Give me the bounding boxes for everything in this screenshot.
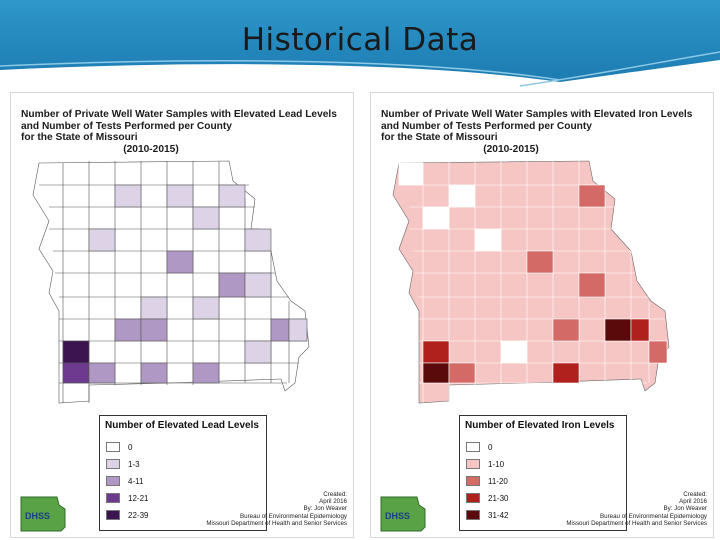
lead-legend-swatch bbox=[106, 459, 120, 469]
iron-legend-title: Number of Elevated Iron Levels bbox=[465, 420, 615, 431]
banner-wave-decoration bbox=[0, 51, 720, 92]
lead-map-title: Number of Private Well Water Samples wit… bbox=[21, 109, 337, 155]
iron-map-panel: Number of Private Well Water Samples wit… bbox=[370, 92, 714, 538]
lead-map-credit: Created: April 2016 By: Jon Weaver Burea… bbox=[206, 491, 347, 527]
lead-legend-title: Number of Elevated Lead Levels bbox=[105, 420, 259, 431]
dhss-logo bbox=[380, 496, 426, 532]
lead-legend-swatch bbox=[106, 493, 120, 503]
lead-legend-swatch bbox=[106, 476, 120, 486]
iron-missouri-map bbox=[392, 160, 670, 404]
lead-legend: Number of Elevated Lead Levels 0 1-3 4-1… bbox=[99, 415, 267, 531]
slide-title: Historical Data bbox=[241, 22, 479, 58]
lead-legend-swatch bbox=[106, 442, 120, 452]
dhss-logo-text: DHSS bbox=[385, 511, 411, 521]
iron-legend: Number of Elevated Iron Levels 0 1-10 11… bbox=[459, 415, 627, 531]
iron-legend-swatch bbox=[466, 510, 480, 520]
iron-legend-swatch bbox=[466, 476, 480, 486]
dhss-logo-text: DHSS bbox=[25, 511, 51, 521]
lead-missouri-map bbox=[32, 160, 310, 404]
iron-legend-swatch bbox=[466, 459, 480, 469]
iron-map-credit: Created: April 2016 By: Jon Weaver Burea… bbox=[566, 491, 707, 527]
lead-legend-swatch bbox=[106, 510, 120, 520]
dhss-logo bbox=[20, 496, 66, 532]
lead-map-panel: Number of Private Well Water Samples wit… bbox=[10, 92, 354, 538]
title-banner bbox=[0, 0, 720, 92]
iron-legend-swatch bbox=[466, 442, 480, 452]
iron-legend-swatch bbox=[466, 493, 480, 503]
iron-map-title: Number of Private Well Water Samples wit… bbox=[381, 109, 693, 155]
